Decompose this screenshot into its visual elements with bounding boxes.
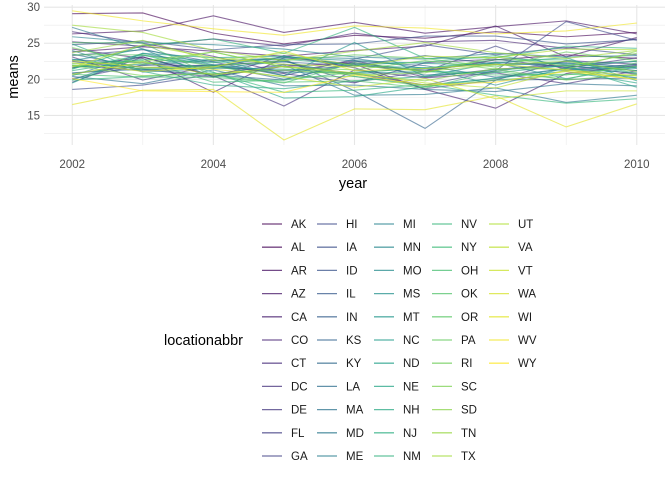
- x-axis-label: year: [339, 176, 367, 192]
- series-lines: [72, 10, 637, 141]
- x-tick-label: 2008: [483, 159, 509, 171]
- legend-label-ut: UT: [518, 219, 533, 231]
- legend-label-nm: NM: [403, 451, 421, 463]
- y-tick-labels: 15 20 25 30: [27, 2, 40, 122]
- legend-label-la: LA: [346, 381, 360, 393]
- series-line-nm: [72, 26, 637, 70]
- legend-label-nj: NJ: [403, 428, 417, 440]
- legend-label-fl: FL: [291, 428, 305, 440]
- legend-label-il: IL: [346, 289, 356, 301]
- series-line-wa: [72, 50, 637, 77]
- legend-label-de: DE: [291, 405, 307, 417]
- y-tick-label: 15: [27, 110, 40, 122]
- legend-label-mi: MI: [403, 219, 416, 231]
- x-tick-label: 2006: [342, 159, 368, 171]
- series-line-az: [72, 25, 637, 58]
- legend-label-vt: VT: [518, 265, 533, 277]
- legend-label-az: AZ: [291, 289, 306, 301]
- legend-label-or: OR: [461, 312, 478, 324]
- legend-label-mt: MT: [403, 312, 420, 324]
- series-line-ks: [72, 58, 637, 130]
- legend-label-ca: CA: [291, 312, 307, 324]
- y-tick-label: 20: [27, 74, 40, 86]
- legend-label-ne: NE: [403, 381, 419, 393]
- legend-label-mo: MO: [403, 265, 422, 277]
- legend-label-nd: ND: [403, 358, 420, 370]
- series-line-va: [72, 61, 637, 89]
- legend-label-ks: KS: [346, 335, 362, 347]
- series-line-ut: [72, 44, 637, 68]
- x-tick-label: 2002: [59, 159, 85, 171]
- legend-label-in: IN: [346, 312, 358, 324]
- legend: AK AL AR AZ CA CO CT DC DE FL GA HI IA ID IL IN KS KY LA MA…: [262, 219, 537, 463]
- legend-label-mn: MN: [403, 242, 421, 254]
- legend-label-me: ME: [346, 451, 364, 463]
- legend-label-wi: WI: [518, 312, 532, 324]
- legend-label-ms: MS: [403, 289, 421, 301]
- legend-label-ga: GA: [291, 451, 308, 463]
- legend-label-nh: NH: [403, 405, 420, 417]
- legend-label-tx: TX: [461, 451, 476, 463]
- legend-label-ak: AK: [291, 219, 307, 231]
- legend-label-va: VA: [518, 242, 533, 254]
- series-line-wi: [72, 88, 637, 141]
- series-line-vt: [72, 60, 637, 100]
- legend-label-ct: CT: [291, 358, 306, 370]
- legend-label-ky: KY: [346, 358, 362, 370]
- series-line-tn: [72, 39, 637, 72]
- legend-title: locationabbr: [164, 333, 243, 349]
- legend-label-wy: WY: [518, 358, 537, 370]
- legend-label-ok: OK: [461, 289, 478, 301]
- x-tick-label: 2004: [201, 159, 227, 171]
- series-line-ma: [72, 69, 637, 93]
- legend-label-ri: RI: [461, 358, 473, 370]
- legend-label-ma: MA: [346, 405, 364, 417]
- legend-label-dc: DC: [291, 381, 308, 393]
- legend-label-nv: NV: [461, 219, 477, 231]
- legend-label-al: AL: [291, 242, 306, 254]
- series-line-ar: [72, 15, 637, 35]
- legend-label-tn: TN: [461, 428, 476, 440]
- x-tick-labels: 2002 2004 2006 2008 2010: [59, 159, 649, 171]
- series-line-id: [72, 35, 637, 51]
- legend-label-oh: OH: [461, 265, 478, 277]
- legend-label-sd: SD: [461, 405, 477, 417]
- series-line-ak: [72, 12, 637, 45]
- series-line-wy: [72, 70, 637, 93]
- legend-label-hi: HI: [346, 219, 358, 231]
- legend-label-md: MD: [346, 428, 364, 440]
- legend-label-wa: WA: [518, 289, 536, 301]
- x-tick-label: 2010: [624, 159, 650, 171]
- y-tick-label: 30: [27, 2, 40, 14]
- series-line-sd: [72, 50, 637, 82]
- legend-label-nc: NC: [403, 335, 420, 347]
- series-line-mo: [72, 54, 637, 81]
- series-line-tx: [72, 24, 637, 62]
- legend-label-id: ID: [346, 265, 358, 277]
- legend-label-sc: SC: [461, 381, 477, 393]
- y-axis-label: means: [6, 55, 22, 99]
- legend-label-ia: IA: [346, 242, 357, 254]
- series-line-wv: [72, 10, 637, 36]
- legend-label-co: CO: [291, 335, 308, 347]
- legend-label-ar: AR: [291, 265, 307, 277]
- legend-label-pa: PA: [461, 335, 476, 347]
- legend-label-wv: WV: [518, 335, 537, 347]
- legend-label-ny: NY: [461, 242, 477, 254]
- y-tick-label: 25: [27, 38, 40, 50]
